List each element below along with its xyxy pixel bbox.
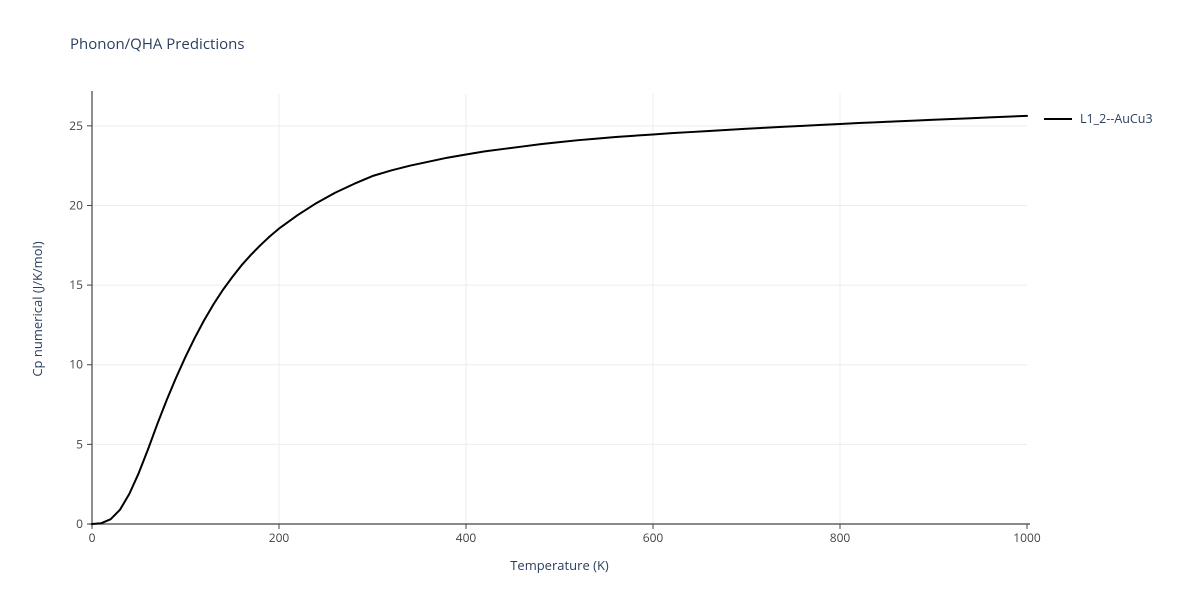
- svg-text:200: 200: [269, 529, 290, 546]
- svg-text:400: 400: [456, 529, 477, 546]
- legend: L1_2--AuCu3: [1044, 110, 1153, 127]
- legend-swatch: [1044, 118, 1072, 120]
- svg-text:600: 600: [643, 529, 664, 546]
- svg-text:1000: 1000: [1013, 529, 1041, 546]
- svg-text:20: 20: [69, 196, 83, 213]
- svg-text:800: 800: [830, 529, 851, 546]
- legend-label: L1_2--AuCu3: [1080, 110, 1153, 127]
- svg-text:0: 0: [89, 529, 96, 546]
- svg-text:25: 25: [69, 117, 83, 134]
- svg-text:Cp numerical (J/K/mol): Cp numerical (J/K/mol): [28, 241, 46, 376]
- chart-container: Phonon/QHA Predictions 02004006008001000…: [0, 0, 1200, 600]
- svg-text:10: 10: [69, 356, 83, 373]
- line-chart: 0 200 400 600 800 1000 0 5 10 15 20 25 Temperature (…: [0, 0, 1200, 600]
- svg-text:15: 15: [69, 276, 83, 293]
- svg-text:5: 5: [76, 435, 83, 452]
- svg-text:Temperature (K): Temperature (K): [510, 556, 609, 574]
- svg-text:0: 0: [76, 515, 83, 532]
